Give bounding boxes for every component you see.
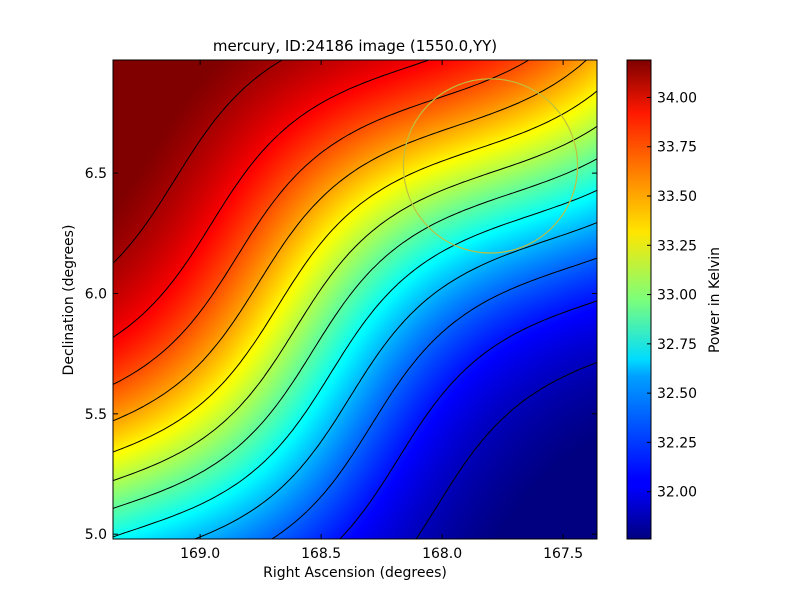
plot-frame [112, 59, 598, 540]
y-tick-label: 6.0 [85, 286, 107, 302]
chart-title: mercury, ID:24186 image (1550.0,YY) [213, 37, 497, 55]
contour-line [271, 257, 597, 539]
contour-lines [113, 60, 597, 539]
colorbar-tick-label: 34.00 [657, 90, 697, 106]
y-tick-label: 6.5 [85, 166, 107, 182]
colorbar-tick-label: 32.50 [657, 386, 697, 402]
x-tick-label: 167.5 [543, 546, 583, 562]
colorbar-frame [626, 59, 652, 540]
contour-line [113, 60, 587, 422]
contour-line [415, 361, 597, 539]
colorbar-tick-label: 33.75 [657, 140, 697, 156]
plot-area: 169.0 168.5 168.0 167.5 5.0 5.5 6.0 6.5 [85, 59, 598, 562]
y-tick-label: 5.0 [85, 527, 107, 543]
colorbar-tick-label: 32.75 [657, 337, 697, 353]
colorbar-ticks: 34.00 33.75 33.50 33.25 33.00 32.75 32.50 32.25… [647, 90, 697, 501]
colorbar-label: Power in Kelvin [707, 247, 723, 353]
y-axis-ticks: 5.0 5.5 6.0 6.5 [85, 166, 597, 543]
colorbar-tick-label: 33.00 [657, 288, 697, 304]
colorbar-tick-label: 33.25 [657, 238, 697, 254]
x-tick-label: 168.0 [422, 546, 462, 562]
contour-line [113, 60, 430, 338]
colorbar-tick-label: 32.25 [657, 435, 697, 451]
y-axis-label: Declination (degrees) [61, 225, 77, 376]
colorbar: 34.00 33.75 33.50 33.25 33.00 32.75 32.50 32.25… [626, 59, 697, 540]
x-axis-ticks: 169.0 168.5 168.0 167.5 [180, 60, 583, 562]
y-tick-label: 5.5 [85, 407, 107, 423]
heatmap-image [113, 60, 597, 539]
colorbar-gradient [627, 60, 651, 539]
contour-line [113, 90, 597, 453]
contour-line [113, 60, 283, 264]
x-tick-label: 168.5 [301, 546, 341, 562]
colorbar-tick-label: 32.00 [657, 485, 697, 501]
contour-line [113, 158, 597, 509]
contour-line [194, 222, 597, 539]
contour-line [113, 60, 530, 385]
beam-circle [402, 78, 579, 254]
contour-line [113, 189, 597, 538]
x-tick-label: 169.0 [180, 546, 220, 562]
x-axis-label: Right Ascension (degrees) [263, 565, 447, 581]
colorbar-tick-label: 33.50 [657, 189, 697, 205]
contour-line [339, 300, 597, 539]
